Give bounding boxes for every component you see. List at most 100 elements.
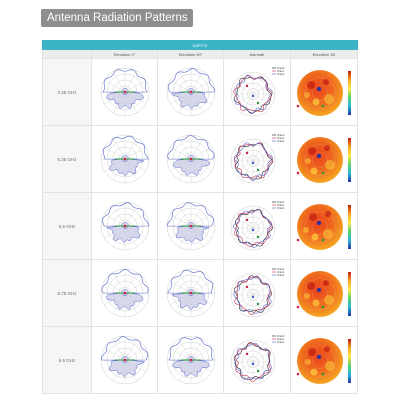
marker-dot	[296, 171, 300, 175]
azimuth-trace	[234, 208, 273, 247]
table-body: 2.45 GHz Chain0 Chain1 Chain2 5.25 GHz Chain0…	[42, 59, 358, 394]
legend-label: Chain2	[277, 208, 285, 210]
elevation-0-plot-cell	[92, 193, 158, 260]
heat-spot	[308, 348, 316, 356]
center-marker	[317, 87, 321, 91]
azimuth-trace	[233, 275, 272, 314]
heatmap-disc	[297, 338, 343, 384]
marker-dot	[245, 218, 249, 222]
lower-lobe-trace	[175, 222, 210, 243]
elevation-90-plot	[166, 335, 215, 385]
heat-spot	[303, 227, 309, 233]
marker-dot	[251, 295, 255, 299]
marker-dot	[256, 235, 260, 239]
column-header-frequency	[42, 50, 92, 59]
elevation-90-plot-cell	[158, 126, 224, 193]
heat-spot	[323, 229, 333, 239]
marker-dot	[245, 352, 249, 356]
heat-spot	[310, 167, 318, 175]
marker-dot	[256, 302, 260, 306]
model-band: EAP772	[42, 40, 358, 50]
center-marker	[317, 355, 321, 359]
upper-lobe-trace	[167, 68, 215, 95]
azimuth-trace	[235, 209, 273, 247]
elevation-90-plot-cell	[158, 260, 224, 327]
heat-spot	[325, 160, 335, 170]
heat-spot	[324, 346, 330, 352]
marker-dot	[256, 369, 260, 373]
azimuth-trace	[233, 275, 272, 313]
heat-spot	[311, 233, 319, 241]
table-row: 5.75 GHz Chain0 Chain1 Chain2	[42, 260, 358, 327]
marker-dot	[321, 305, 325, 309]
column-header-row: Elevation 0° Elevation 90° Azimuth Eleva…	[42, 50, 358, 59]
elevation-3d-heatmap	[296, 337, 351, 385]
legend-label: Chain1	[277, 71, 285, 73]
elevation-90-plot	[166, 268, 215, 318]
polar-grid	[230, 339, 276, 385]
color-scale-bar	[348, 339, 351, 383]
polar-grid	[230, 138, 276, 184]
upper-lobe-trace	[101, 69, 148, 95]
legend-label: Chain1	[277, 272, 285, 274]
elevation-3d-heatmap-cell	[291, 327, 358, 394]
color-scale-bar	[348, 272, 351, 316]
azimuth-trace	[233, 75, 273, 112]
heat-spot	[305, 158, 311, 164]
heat-spot	[325, 361, 335, 371]
origin-marker	[189, 157, 192, 161]
upper-lobe-trace	[101, 269, 148, 296]
elevation-0-plot-cell	[92, 59, 158, 126]
column-header-elevation-90: Elevation 90°	[158, 50, 224, 59]
table-row: 5.5 GHz Chain0 Chain1 Chain2	[42, 193, 358, 260]
elevation-3d-heatmap	[296, 136, 351, 184]
polar-grid	[100, 67, 149, 117]
elevation-0-plot	[100, 268, 149, 318]
origin-marker	[123, 90, 126, 94]
origin-marker	[123, 358, 126, 362]
column-header-azimuth: Azimuth	[224, 50, 291, 59]
heat-spot	[323, 280, 329, 286]
heatmap-disc	[297, 271, 343, 317]
upper-lobe-trace	[166, 269, 213, 296]
frequency-label: 5.75 GHz	[42, 260, 92, 327]
legend-label: Chain2	[277, 141, 285, 143]
elevation-3d-heatmap	[296, 69, 351, 117]
elevation-0-plot	[100, 134, 149, 184]
frequency-label: 6.5 GHz	[42, 327, 92, 394]
azimuth-trace	[233, 76, 272, 114]
table-row: 2.45 GHz Chain0 Chain1 Chain2	[42, 59, 358, 126]
heat-spot	[323, 79, 329, 85]
table-row: 6.5 GHz Chain0 Chain1 Chain2	[42, 327, 358, 394]
heat-spot	[325, 211, 331, 217]
frequency-label: 2.45 GHz	[42, 59, 92, 126]
legend-label: Chain0	[277, 269, 285, 271]
elevation-3d-heatmap	[296, 203, 351, 251]
origin-marker	[123, 224, 126, 228]
legend-label: Chain2	[277, 275, 285, 277]
origin-marker	[189, 291, 192, 295]
heat-spot	[324, 145, 330, 151]
legend-label: Chain1	[277, 138, 285, 140]
origin-marker	[123, 157, 126, 161]
legend-label: Chain0	[277, 68, 285, 70]
azimuth-trace	[232, 208, 272, 248]
heat-spot	[324, 94, 334, 104]
marker-dot	[296, 104, 300, 108]
elevation-90-plot	[166, 134, 215, 184]
upper-lobe-trace	[100, 336, 148, 363]
lower-lobe-trace	[108, 155, 145, 176]
elevation-90-plot-cell	[158, 59, 224, 126]
marker-dot	[296, 372, 300, 376]
legend-label: Chain1	[277, 205, 285, 207]
heat-spot	[304, 293, 310, 299]
azimuth-trace	[234, 142, 274, 179]
